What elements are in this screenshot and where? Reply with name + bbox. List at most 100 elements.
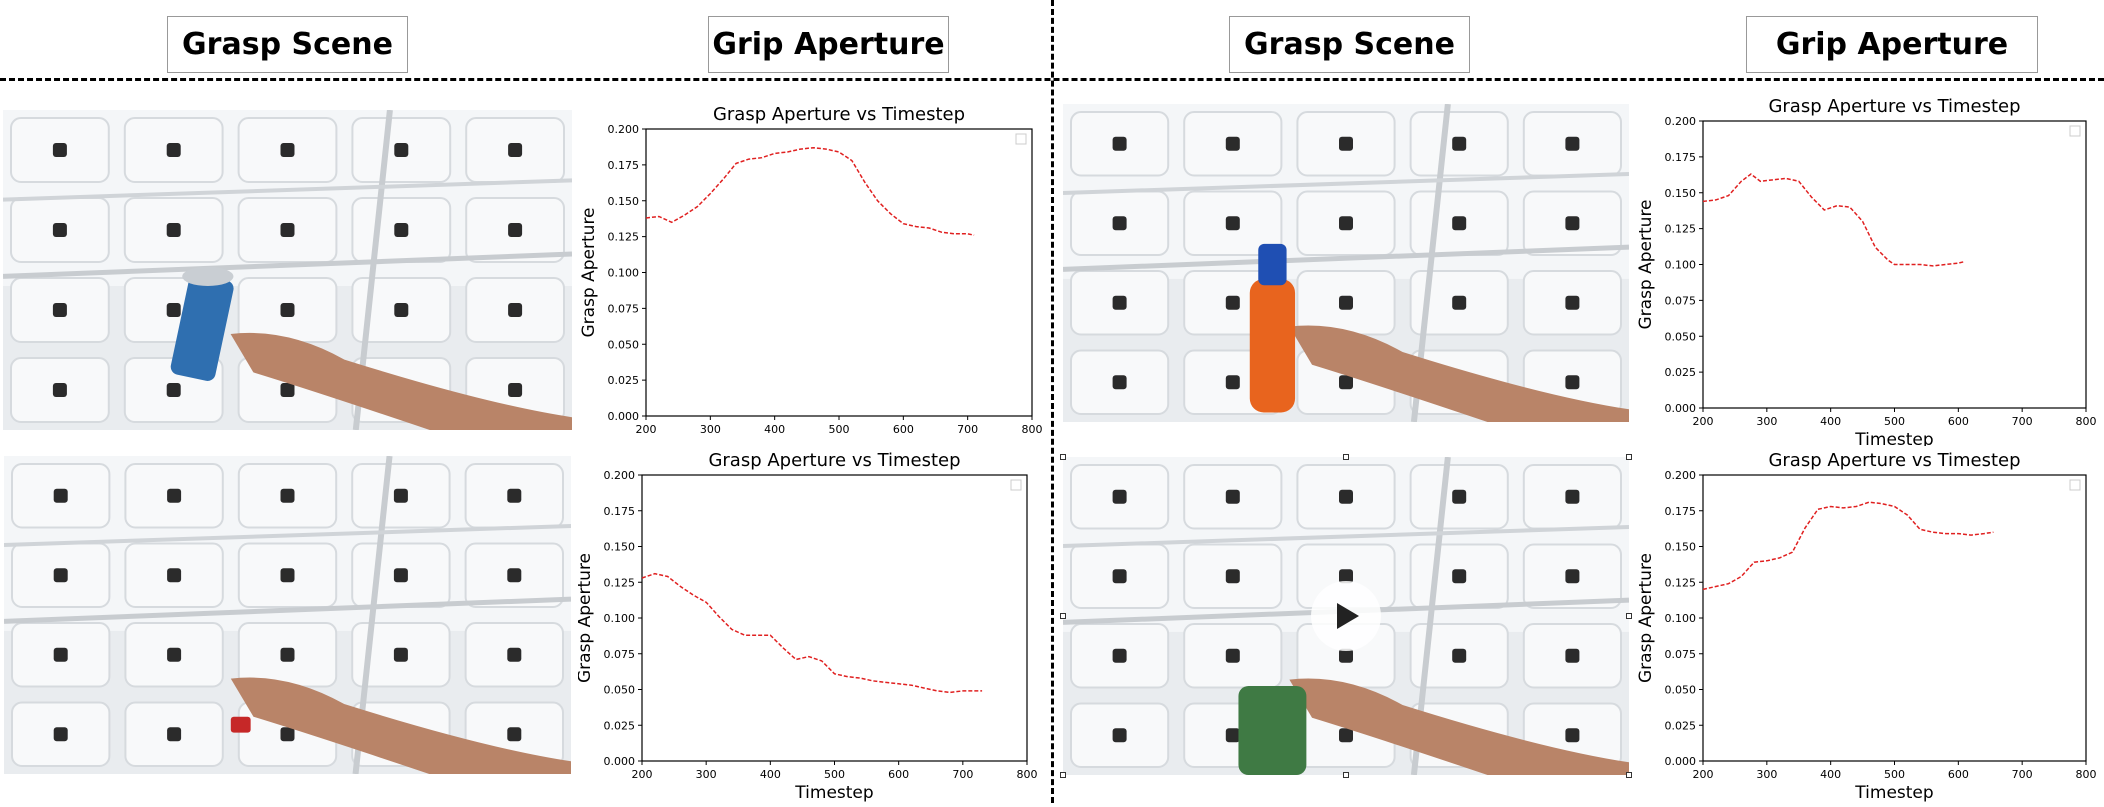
aperture-series-line [1702,501,1994,591]
sensor-mark [507,568,522,583]
x-axis-label: Timestep [1854,783,1933,803]
sensor-mark [393,647,408,662]
header-grip-aperture-right: Grip Aperture [1746,16,2038,73]
sensor-mark [280,727,295,742]
sensor-mark [1112,216,1127,231]
sensor-mark [394,223,409,237]
resize-handle[interactable] [1343,772,1349,778]
aperture-series-line [645,146,975,236]
y-axis-label: Grasp Aperture [1636,199,1656,329]
x-tick-label: 800 [1022,423,1043,436]
sensor-mark [167,488,182,503]
chart-title: Grasp Aperture vs Timestep [1768,450,2020,471]
x-tick-label: 800 [2076,768,2097,781]
sensor-mark [1225,489,1240,504]
grasp-scene-image-1 [3,110,572,430]
y-tick-label: 0.150 [604,541,636,554]
sensor-mark [1452,569,1467,584]
x-tick-label: 800 [2076,415,2097,428]
x-tick-label: 700 [952,768,973,781]
resize-handle[interactable] [1060,454,1066,460]
sensor-mark [507,488,522,503]
y-tick-label: 0.150 [1665,187,1697,200]
x-tick-label: 300 [1756,415,1777,428]
sensor-mark [166,223,181,237]
resize-handle[interactable] [1343,454,1349,460]
y-tick-label: 0.175 [1665,151,1697,164]
sensor-mark [1565,648,1580,663]
y-tick-label: 0.000 [604,755,636,768]
x-tick-label: 200 [1693,415,1714,428]
grasp-scene-video-4[interactable] [1063,457,1629,775]
sensor-mark [166,303,181,317]
plot-area [645,128,1033,417]
sensor-mark [53,647,68,662]
arm [1289,678,1629,775]
y-tick-label: 0.150 [608,195,640,208]
sensor-mark [52,223,67,237]
bottle-object [1249,278,1296,413]
aperture-plot-2: Grasp Aperture vs Timestep 0.000 0.025 0.05… [575,446,1048,803]
sensor-mark [508,383,523,397]
sensor-mark [1452,489,1467,504]
x-tick-label: 700 [2012,415,2033,428]
y-tick-label: 0.050 [1665,684,1697,697]
y-tick-label: 0.050 [1665,330,1697,343]
grasp-scene-image-3 [1063,104,1629,422]
x-tick-label: 600 [893,423,914,436]
y-tick-label: 0.100 [604,612,636,625]
sensor-mark [393,568,408,583]
resize-handle[interactable] [1626,454,1632,460]
resize-handle[interactable] [1060,613,1066,619]
x-tick-label: 500 [1884,768,1905,781]
resize-handle[interactable] [1626,613,1632,619]
sensor-mark [1339,295,1353,310]
scene-illustration [4,456,571,774]
arm [230,332,572,430]
x-tick-label: 500 [1884,415,1905,428]
sensor-mark [1339,728,1353,743]
y-tick-label: 0.200 [1665,469,1697,482]
y-tick-label: 0.075 [1665,294,1697,307]
x-tick-label: 800 [1017,768,1038,781]
sensor-mark [1339,489,1353,504]
x-tick-label: 500 [824,768,845,781]
sensor-mark [166,143,181,157]
sensor-mark [53,568,68,583]
sensor-mark [52,143,67,157]
aperture-series-line [1702,173,1965,267]
resize-handle[interactable] [1060,772,1066,778]
y-tick-label: 0.025 [1665,719,1697,732]
mug-object [1238,685,1307,775]
vertical-divider [1051,0,1054,803]
resize-handle[interactable] [1626,772,1632,778]
x-tick-label: 700 [2012,768,2033,781]
sensor-mark [53,727,68,742]
x-tick-label: 400 [1820,415,1841,428]
x-tick-label: 400 [1820,768,1841,781]
x-tick-label: 600 [888,768,909,781]
aperture-chart: Grasp Aperture vs Timestep 0.000 0.025 0.05… [1636,450,2097,803]
sensor-mark [508,303,523,317]
sensor-mark [1565,216,1580,231]
y-tick-label: 0.150 [1665,541,1697,554]
sensor-mark [1112,648,1127,663]
play-button[interactable] [1311,581,1381,651]
sensor-mark [1112,489,1127,504]
y-axis-label: Grasp Aperture [578,553,595,683]
plot-area [1702,474,2087,762]
sensor-mark [507,647,522,662]
sensor-mark [1112,569,1127,584]
y-tick-label: 0.050 [604,684,636,697]
sensor-mark [1225,648,1240,663]
scene-illustration [1063,104,1629,422]
y-tick-label: 0.075 [604,648,636,661]
sensor-mark [394,303,409,317]
sensor-mark [1225,728,1240,743]
sensor-mark [53,488,68,503]
sensor-mark [1112,136,1127,151]
sensor-mark [1112,295,1127,310]
sensor-mark [1339,136,1353,151]
sensor-mark [1565,728,1580,743]
arm [1289,325,1629,422]
